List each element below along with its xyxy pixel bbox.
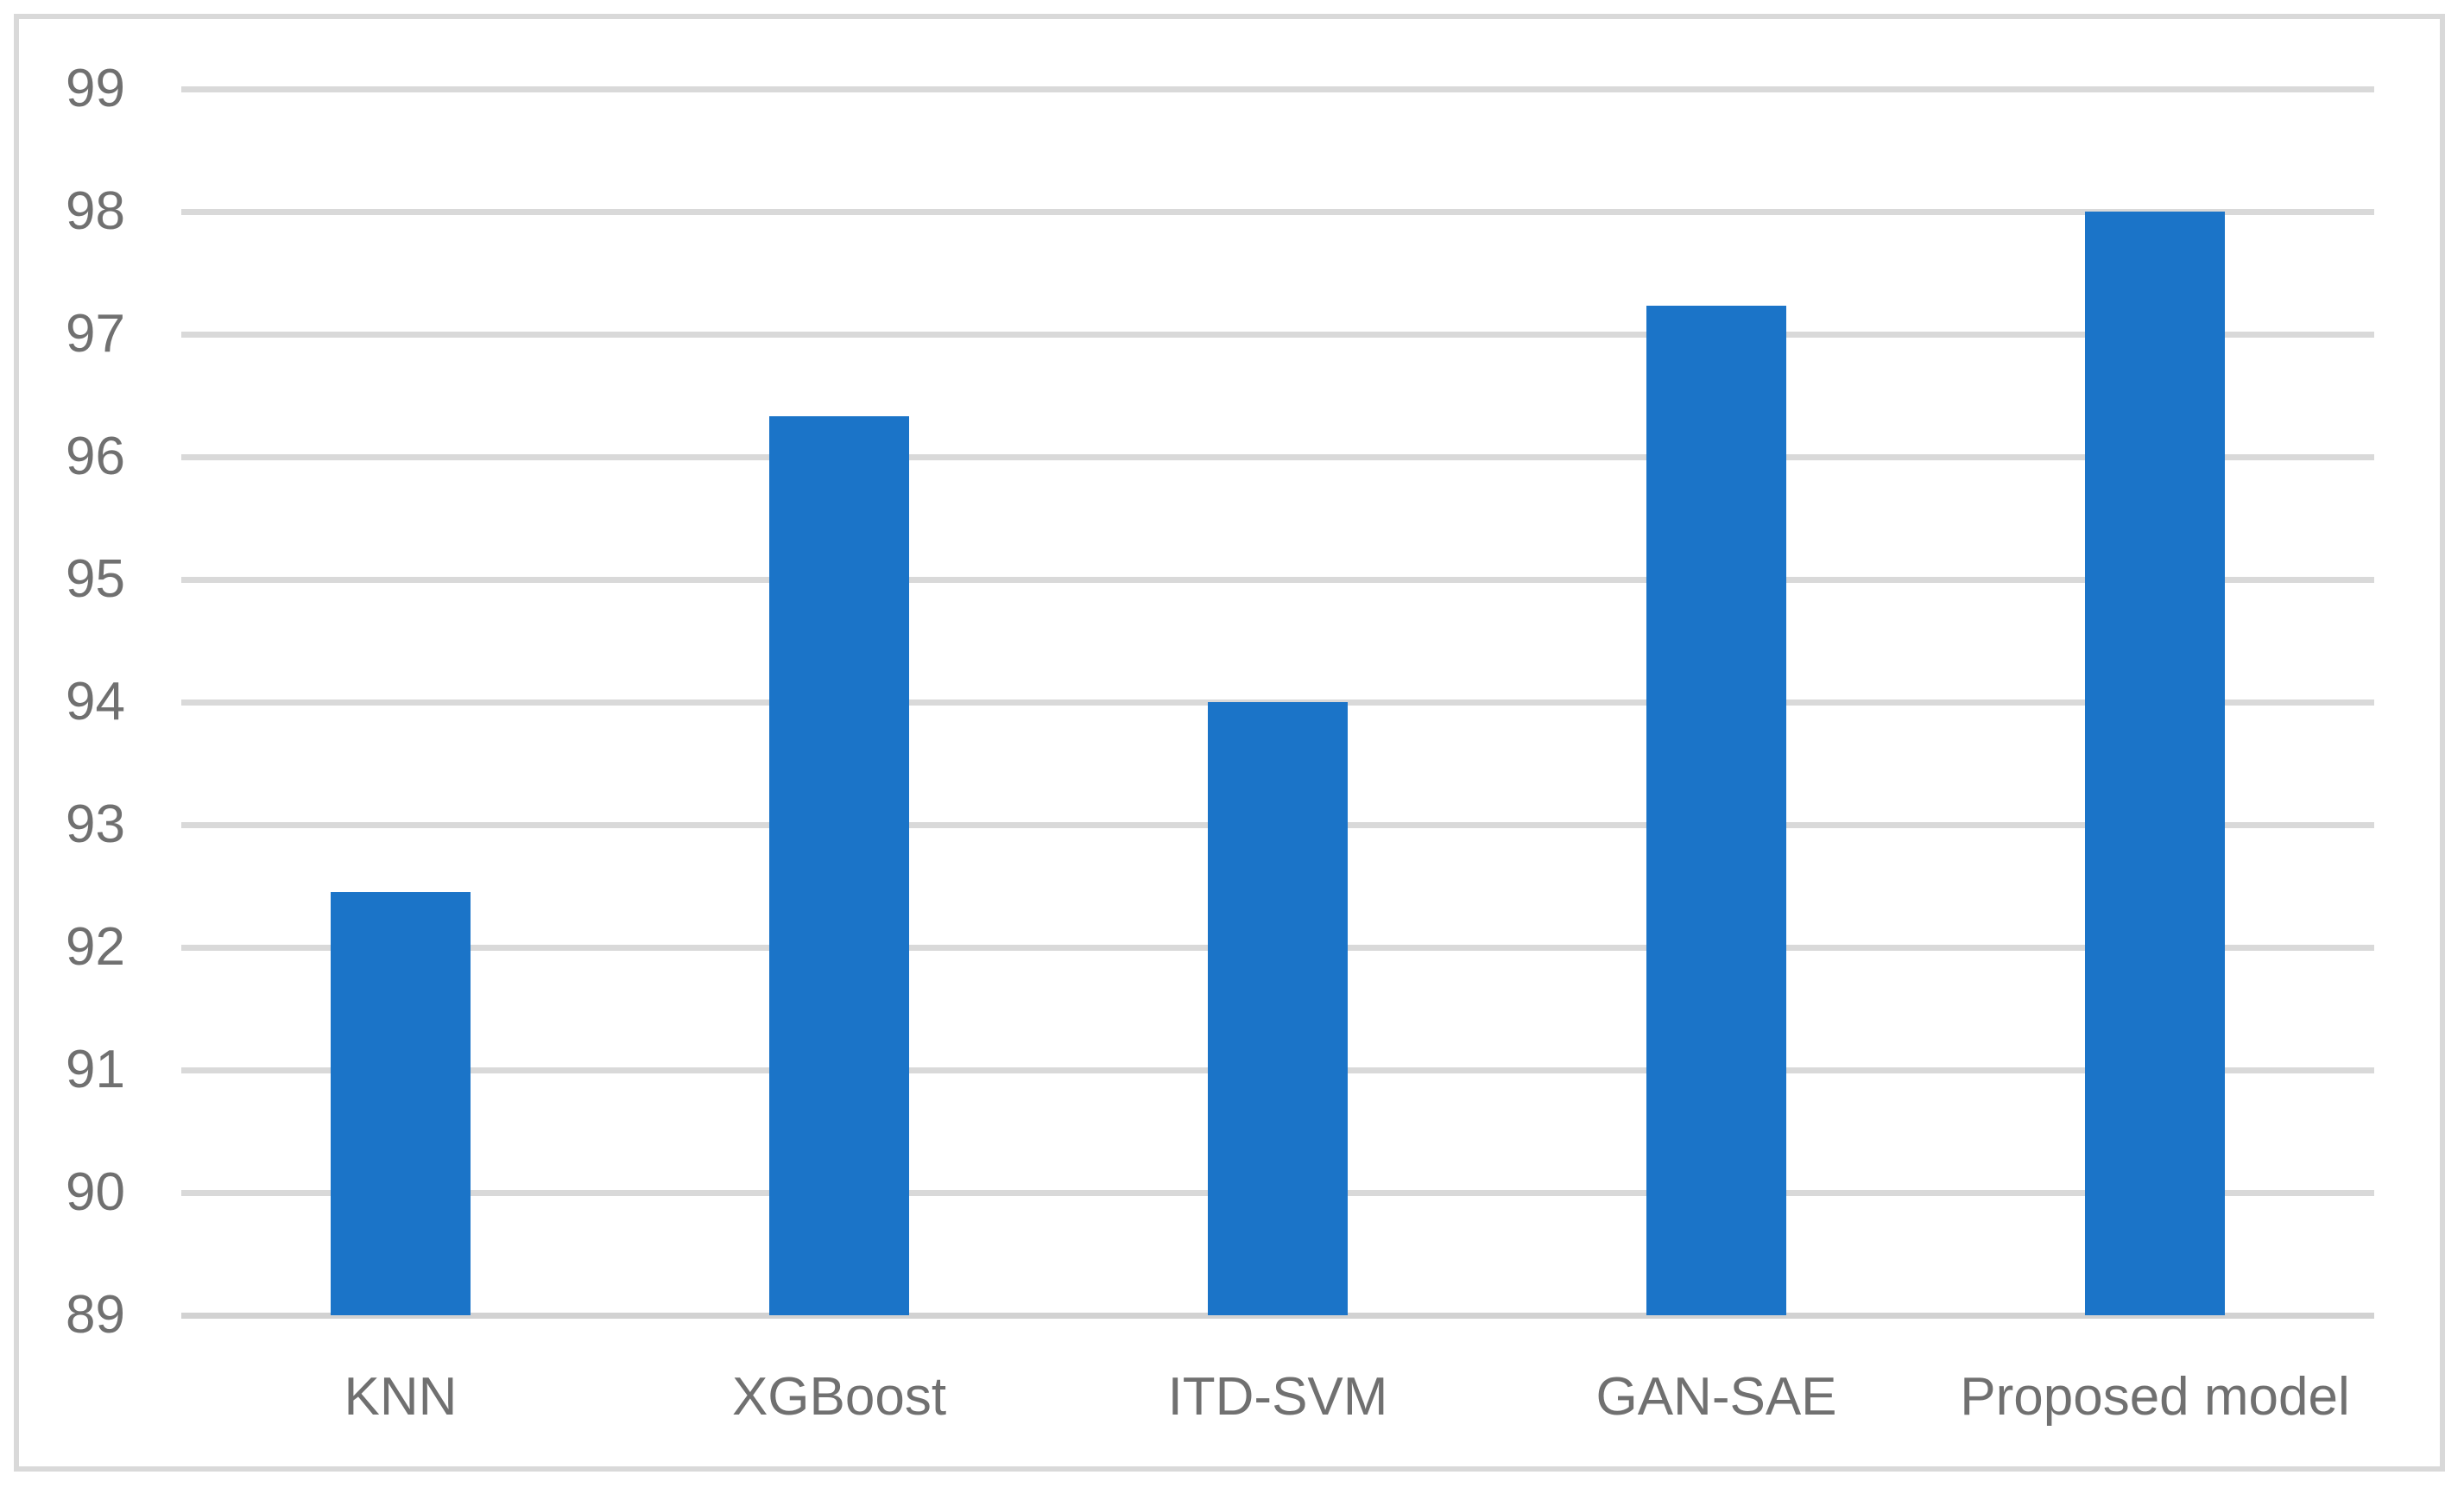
y-tick-label: 94	[66, 672, 125, 731]
y-tick-label: 89	[66, 1285, 125, 1345]
y-tick-label: 93	[66, 794, 125, 854]
bar-itd-svm	[1208, 702, 1348, 1315]
y-tick-label: 95	[66, 549, 125, 609]
x-axis-line	[181, 1312, 2374, 1319]
horizontal-gridline	[181, 331, 2374, 338]
y-tick-label: 97	[66, 304, 125, 364]
y-tick-label: 91	[66, 1040, 125, 1099]
bar-xgboost	[769, 416, 909, 1315]
bar-gan-sae	[1646, 306, 1786, 1315]
y-tick-label: 99	[66, 59, 125, 118]
bar-proposed-model	[2085, 212, 2225, 1315]
y-tick-label: 96	[66, 427, 125, 486]
horizontal-gridline	[181, 453, 2374, 460]
y-tick-label: 92	[66, 917, 125, 977]
x-tick-label: Proposed model	[1960, 1367, 2350, 1427]
x-tick-label: XGBoost	[731, 1367, 947, 1427]
horizontal-gridline	[181, 576, 2374, 583]
x-tick-label: ITD-SVM	[1167, 1367, 1388, 1427]
bar-knn	[331, 892, 471, 1315]
y-tick-label: 90	[66, 1162, 125, 1222]
y-tick-label: 98	[66, 181, 125, 241]
x-tick-label: KNN	[344, 1367, 458, 1427]
x-tick-label: GAN-SAE	[1595, 1367, 1837, 1427]
horizontal-gridline	[181, 85, 2374, 92]
horizontal-gridline	[181, 208, 2374, 215]
